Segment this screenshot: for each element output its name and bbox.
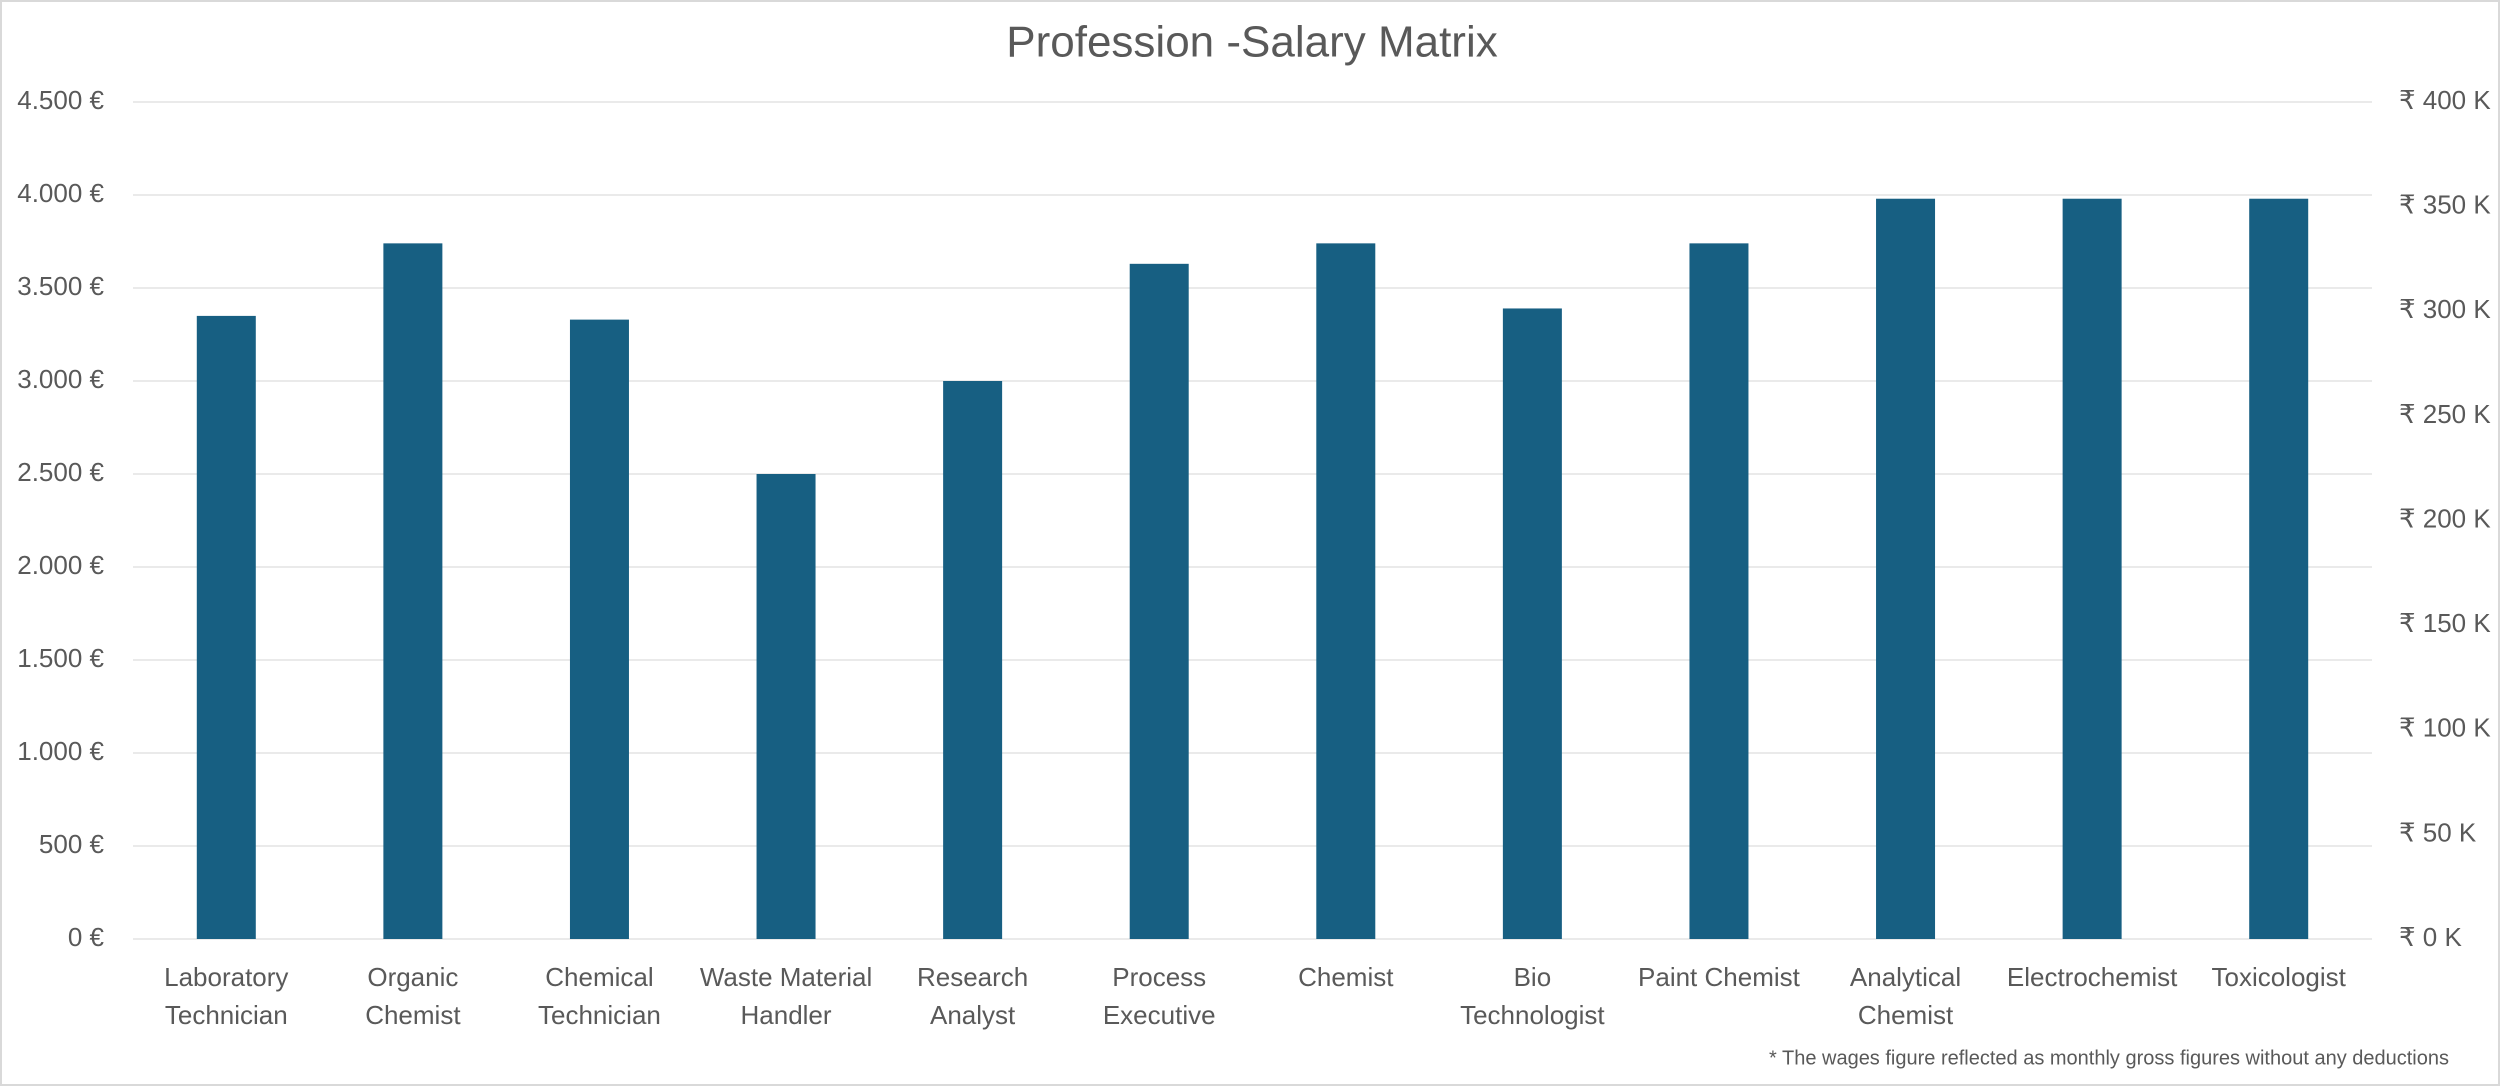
y-tick-label: 4.000 € [17,178,104,208]
bar [1689,243,1749,940]
footnote: * The wages figure reflected as monthly … [1769,1047,2449,1069]
bar [756,474,816,939]
y2-tick-label: ₹ 400 K [2399,85,2491,115]
y-tick-label: 1.500 € [17,643,104,673]
y2-tick-label: ₹ 350 K [2399,190,2491,220]
y-tick-label: 1.000 € [17,736,104,766]
y2-tick-label: ₹ 50 K [2399,817,2477,847]
y2-tick-label: ₹ 250 K [2399,399,2491,429]
y2-tick-label: ₹ 100 K [2399,713,2491,743]
chart-title: Profession -Salary Matrix [1006,18,1497,67]
y-tick-label: 4.500 € [17,85,104,115]
x-tick-label: Process Executive [1102,962,1216,1030]
x-tick-label: Waste Material Handler [699,962,873,1030]
bar [2062,198,2122,940]
x-tick-label: Chemical Technician [538,962,661,1030]
x-tick-label: Analytical Chemist [1849,962,1962,1030]
y-tick-label: 3.500 € [17,271,104,301]
y2-tick-label: ₹ 150 K [2399,608,2491,638]
y-tick-label: 500 € [39,829,105,859]
y2-tick-label: ₹ 0 K [2399,922,2462,952]
y-tick-label: 2.500 € [17,457,104,487]
bar [1129,263,1189,939]
x-tick-label: Laboratory Technician [164,962,289,1030]
bar [1876,198,1936,940]
y-tick-label: 3.000 € [17,364,104,394]
x-tick-label: Organic Chemist [365,962,461,1030]
x-tick-label: Bio Technologist [1460,962,1605,1030]
bar [2249,198,2309,940]
y-tick-label: 0 € [68,922,105,952]
y2-tick-label: ₹ 200 K [2399,503,2491,533]
x-tick-label: Research Analyst [916,962,1029,1030]
y-tick-label: 2.000 € [17,550,104,580]
bar [383,243,443,940]
bar [196,315,256,939]
x-tick-label: Toxicologist [2211,962,2346,992]
bar [1316,243,1376,940]
x-tick-label: Electrochemist [2006,962,2178,992]
bar [569,319,629,939]
bar [943,381,1003,939]
x-tick-label: Paint Chemist [1638,962,1800,992]
y2-tick-label: ₹ 300 K [2399,294,2491,324]
bar [1502,308,1562,940]
x-tick-label: Chemist [1298,962,1394,992]
